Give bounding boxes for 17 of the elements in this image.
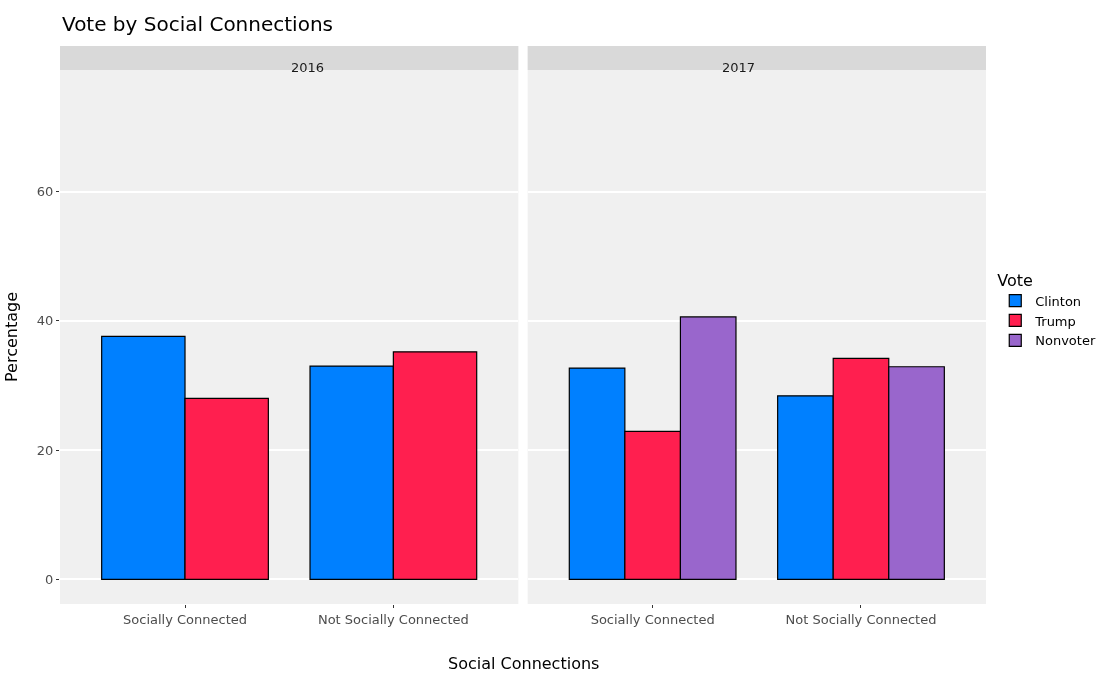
x-tick-label: Not Socially Connected <box>785 611 937 627</box>
y-axis-title: Percentage <box>1 291 21 383</box>
legend-label: Trump <box>1034 313 1076 329</box>
x-tick-label: Socially Connected <box>123 611 247 627</box>
y-tick-label: 60 <box>36 184 54 200</box>
y-tick-label: 20 <box>36 442 54 458</box>
chart-title: Vote by Social Connections <box>62 12 333 36</box>
x-tick-label: Socially Connected <box>590 611 715 627</box>
chart-subtitle: 2017 <box>722 60 756 75</box>
y-tick-label: 40 <box>36 313 54 329</box>
legend-label: Nonvoter <box>1035 333 1096 349</box>
legend-label: Clinton <box>1035 293 1082 309</box>
x-tick-label: Not Socially Connected <box>317 611 469 627</box>
x-axis-title: Social Connections <box>448 654 600 673</box>
legend-title: Vote <box>997 270 1033 290</box>
y-tick-label: 0 <box>45 571 54 587</box>
chart-subtitle: 2016 <box>291 60 325 75</box>
